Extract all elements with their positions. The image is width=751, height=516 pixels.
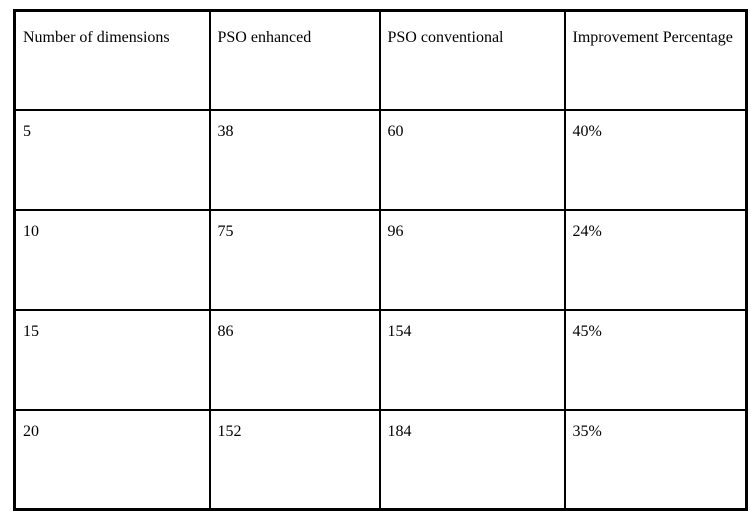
- col-header-number-of-dimensions: Number of dimensions: [13, 9, 211, 111]
- table-row: 20 152 184 35%: [13, 408, 748, 511]
- cell-dimensions: 20: [13, 408, 211, 511]
- pso-results-table: Number of dimensions PSO enhanced PSO co…: [13, 9, 748, 511]
- cell-pso-conventional: 96: [378, 208, 566, 311]
- col-header-pso-conventional: PSO conventional: [378, 9, 566, 111]
- cell-improvement: 24%: [563, 208, 748, 311]
- table-header-row: Number of dimensions PSO enhanced PSO co…: [13, 9, 748, 111]
- cell-pso-enhanced: 86: [208, 308, 381, 411]
- cell-dimensions: 15: [13, 308, 211, 411]
- table-row: 10 75 96 24%: [13, 208, 748, 311]
- cell-pso-enhanced: 38: [208, 108, 381, 211]
- cell-pso-conventional: 154: [378, 308, 566, 411]
- cell-improvement: 40%: [563, 108, 748, 211]
- table-row: 5 38 60 40%: [13, 108, 748, 211]
- col-header-pso-enhanced: PSO enhanced: [208, 9, 381, 111]
- cell-dimensions: 5: [13, 108, 211, 211]
- col-header-improvement-percentage: Improvement Percentage: [563, 9, 748, 111]
- cell-pso-enhanced: 75: [208, 208, 381, 311]
- cell-improvement: 35%: [563, 408, 748, 511]
- cell-pso-conventional: 60: [378, 108, 566, 211]
- cell-pso-conventional: 184: [378, 408, 566, 511]
- table-row: 15 86 154 45%: [13, 308, 748, 411]
- cell-pso-enhanced: 152: [208, 408, 381, 511]
- cell-improvement: 45%: [563, 308, 748, 411]
- cell-dimensions: 10: [13, 208, 211, 311]
